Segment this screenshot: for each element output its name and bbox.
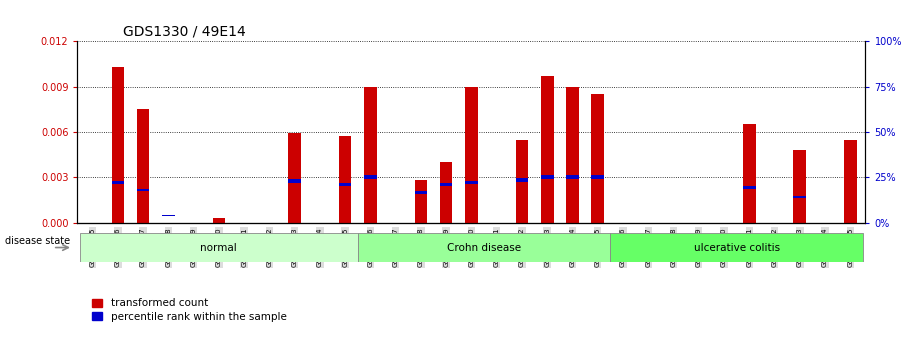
Bar (591, 94, 604, 223)
Text: Crohn disease: Crohn disease (447, 243, 521, 253)
Bar (793, 150, 806, 223)
Bar (415, 180, 427, 223)
Bar (111, 181, 124, 184)
Bar (339, 137, 352, 223)
Bar (111, 67, 124, 223)
Bar (516, 139, 528, 223)
Bar (440, 162, 453, 223)
Bar (288, 134, 301, 223)
Bar (466, 181, 477, 184)
Bar (339, 183, 352, 186)
Bar (743, 125, 755, 223)
Text: normal: normal (200, 243, 237, 253)
Bar (212, 218, 225, 223)
Bar (162, 215, 175, 216)
Bar (541, 76, 554, 223)
Bar (80, 234, 358, 262)
Bar (516, 178, 528, 182)
Bar (415, 191, 427, 194)
Bar (358, 234, 610, 262)
Bar (591, 175, 604, 179)
Text: ulcerative colitis: ulcerative colitis (693, 243, 780, 253)
Bar (541, 175, 554, 179)
Bar (364, 175, 377, 179)
Bar (793, 196, 806, 198)
Bar (743, 186, 755, 189)
Legend: transformed count, percentile rank within the sample: transformed count, percentile rank withi… (92, 298, 286, 322)
Bar (440, 183, 453, 186)
Bar (566, 175, 578, 179)
Text: disease state: disease state (5, 236, 69, 246)
Bar (566, 87, 578, 223)
Bar (137, 189, 149, 191)
Bar (466, 87, 477, 223)
Bar (610, 234, 863, 262)
Text: GDS1330 / 49E14: GDS1330 / 49E14 (123, 24, 246, 38)
Bar (137, 109, 149, 223)
Bar (844, 139, 856, 223)
Bar (364, 87, 377, 223)
Bar (288, 179, 301, 183)
